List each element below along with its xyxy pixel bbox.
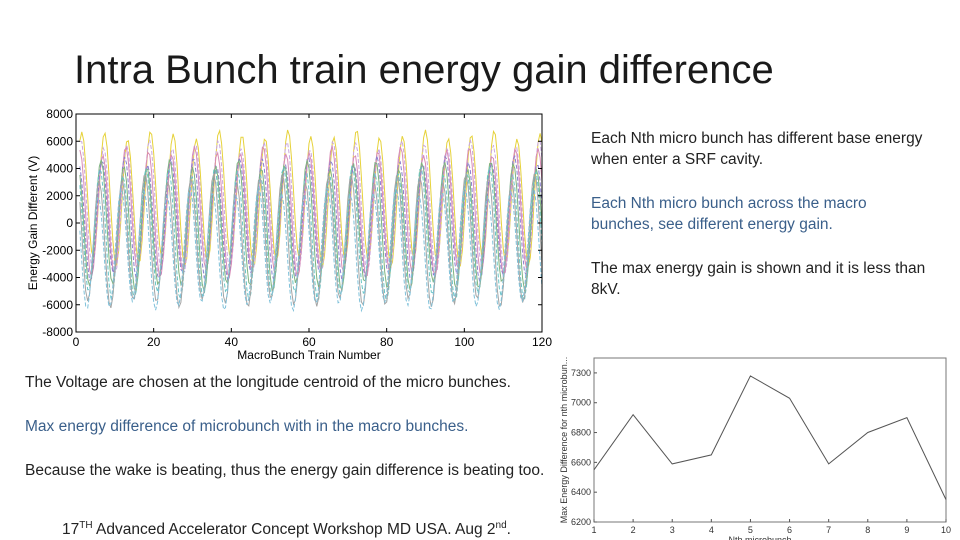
left-bullets: The Voltage are chosen at the longitude … bbox=[25, 372, 545, 504]
x-tick-label: 2 bbox=[631, 525, 636, 535]
series-line bbox=[79, 158, 543, 293]
bullet-max-energy: The max energy gain is shown and it is l… bbox=[591, 260, 926, 298]
x-axis-label: MacroBunch Train Number bbox=[237, 348, 380, 360]
bullet-voltage-centroid: The Voltage are chosen at the longitude … bbox=[25, 374, 511, 391]
x-tick-label: 8 bbox=[865, 525, 870, 535]
y-tick-label: -2000 bbox=[42, 243, 73, 257]
y-tick-label: 4000 bbox=[46, 162, 73, 176]
x-tick-label: 100 bbox=[454, 335, 474, 349]
y-axis-label: Energy Gain Different (V) bbox=[26, 156, 40, 291]
footer-conference: 17TH Advanced Accelerator Concept Worksh… bbox=[62, 520, 511, 539]
y-tick-label: -8000 bbox=[42, 325, 73, 339]
plot-frame bbox=[593, 357, 947, 523]
x-axis-label: Nth microbunch bbox=[728, 535, 791, 540]
series-line bbox=[79, 139, 543, 276]
y-tick-label: 6200 bbox=[571, 517, 591, 527]
x-tick-label: 4 bbox=[709, 525, 714, 535]
x-tick-label: 7 bbox=[826, 525, 831, 535]
x-tick-label: 1 bbox=[591, 525, 596, 535]
x-tick-label: 10 bbox=[941, 525, 951, 535]
series-line bbox=[593, 375, 947, 500]
footer-prefix: 17 bbox=[62, 521, 80, 539]
y-tick-label: -6000 bbox=[42, 298, 73, 312]
x-tick-label: 3 bbox=[670, 525, 675, 535]
bullet-energy-gain: Each Nth micro bunch across the macro bu… bbox=[591, 195, 867, 233]
y-axis-label: Max Energy Difference for nth microbun..… bbox=[559, 357, 569, 523]
series-line bbox=[79, 128, 543, 269]
x-tick-label: 6 bbox=[787, 525, 792, 535]
footer-middle: Advanced Accelerator Concept Workshop MD… bbox=[92, 521, 496, 539]
x-tick-label: 9 bbox=[904, 525, 909, 535]
x-tick-label: 0 bbox=[73, 335, 80, 349]
y-tick-label: 7000 bbox=[571, 398, 591, 408]
x-tick-label: 120 bbox=[532, 335, 552, 349]
y-tick-label: 7300 bbox=[571, 368, 591, 378]
y-tick-label: 2000 bbox=[46, 189, 73, 203]
footer-prefix-sup: TH bbox=[79, 520, 93, 531]
bullet-wake-beating: Because the wake is beating, thus the en… bbox=[25, 462, 545, 479]
energy-gain-chart: 0 20 40 60 80 100 120 -8000 -6000 -4000 -2000 0 2000… bbox=[26, 107, 552, 360]
y-tick-label: 0 bbox=[66, 216, 73, 230]
right-bullets: Each Nth micro bunch has different base … bbox=[591, 128, 931, 323]
series-line bbox=[79, 164, 543, 303]
x-tick-label: 40 bbox=[225, 335, 239, 349]
slide-title: Intra Bunch train energy gain difference bbox=[74, 48, 774, 92]
y-tick-label: 6000 bbox=[46, 134, 73, 148]
max-energy-chart: 1 2 3 4 5 6 7 8 9 10 6200 6400 6600 6800 7000 7300 Nth m… bbox=[559, 357, 951, 540]
series-line bbox=[79, 172, 543, 310]
y-tick-label: -4000 bbox=[42, 271, 73, 285]
x-tick-label: 80 bbox=[380, 335, 394, 349]
y-tick-label: 6600 bbox=[571, 457, 591, 467]
series-line bbox=[79, 185, 543, 313]
bullet-base-energy: Each Nth micro bunch has different base … bbox=[591, 130, 923, 168]
y-tick-label: 6400 bbox=[571, 487, 591, 497]
x-tick-label: 5 bbox=[748, 525, 753, 535]
footer-suffix-sup: nd bbox=[495, 520, 507, 531]
x-tick-label: 60 bbox=[302, 335, 316, 349]
x-tick-label: 20 bbox=[147, 335, 161, 349]
bullet-max-difference: Max energy difference of microbunch with… bbox=[25, 418, 469, 435]
footer-end: . bbox=[506, 521, 511, 539]
y-tick-label: 8000 bbox=[46, 107, 73, 121]
y-tick-label: 6800 bbox=[571, 428, 591, 438]
